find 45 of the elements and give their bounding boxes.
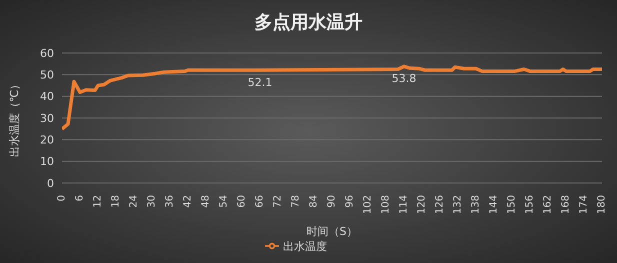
x-tick-label: 72	[272, 195, 284, 208]
x-axis-title: 时间（S）	[306, 225, 358, 238]
x-tick-label: 24	[128, 195, 140, 208]
x-tick-label: 174	[578, 195, 590, 214]
x-tick-label: 84	[308, 195, 320, 208]
x-tick-label: 156	[524, 195, 536, 214]
x-tick-label: 102	[362, 195, 374, 214]
x-tick-label: 60	[236, 195, 248, 208]
x-tick-label: 66	[254, 195, 266, 208]
y-tick-label: 60	[40, 46, 54, 60]
x-tick-label: 180	[596, 195, 608, 214]
x-tick-label: 18	[110, 195, 122, 208]
x-tick-label: 120	[416, 195, 428, 214]
y-tick-label: 50	[40, 68, 54, 82]
x-tick-label: 12	[92, 195, 104, 208]
y-tick-label: 10	[40, 155, 54, 168]
legend-label: 出水温度	[283, 240, 327, 253]
x-tick-label: 90	[326, 195, 338, 208]
annotation: 52.1	[248, 76, 272, 89]
x-tick-label: 132	[452, 195, 464, 214]
x-tick-label: 30	[146, 195, 158, 208]
x-tick-label: 6	[74, 195, 86, 202]
chart-title: 多点用水温升	[254, 11, 364, 34]
x-tick-label: 78	[290, 195, 302, 208]
x-tick-label: 162	[542, 195, 554, 214]
y-axis-title: 出水温度（℃）	[8, 78, 21, 158]
x-tick-label: 108	[380, 195, 392, 214]
x-tick-label: 48	[200, 195, 212, 208]
x-tick-label: 144	[488, 195, 500, 214]
y-tick-label: 20	[40, 134, 54, 147]
x-tick-label: 114	[398, 195, 410, 214]
x-tick-label: 54	[218, 195, 230, 208]
x-tick-label: 168	[560, 195, 572, 214]
y-tick-label: 0	[47, 176, 54, 190]
x-tick-label: 96	[344, 195, 356, 208]
line-series	[62, 64, 602, 131]
x-tick-label: 138	[470, 195, 482, 214]
x-tick-label: 36	[164, 195, 176, 208]
y-tick-label: 30	[40, 112, 54, 125]
x-tick-label: 150	[506, 195, 518, 214]
x-tick-label: 0	[56, 195, 68, 202]
x-tick-label: 126	[434, 195, 446, 214]
x-tick-label: 42	[182, 195, 194, 208]
annotation: 53.8	[392, 72, 416, 86]
y-tick-label: 40	[40, 90, 54, 104]
